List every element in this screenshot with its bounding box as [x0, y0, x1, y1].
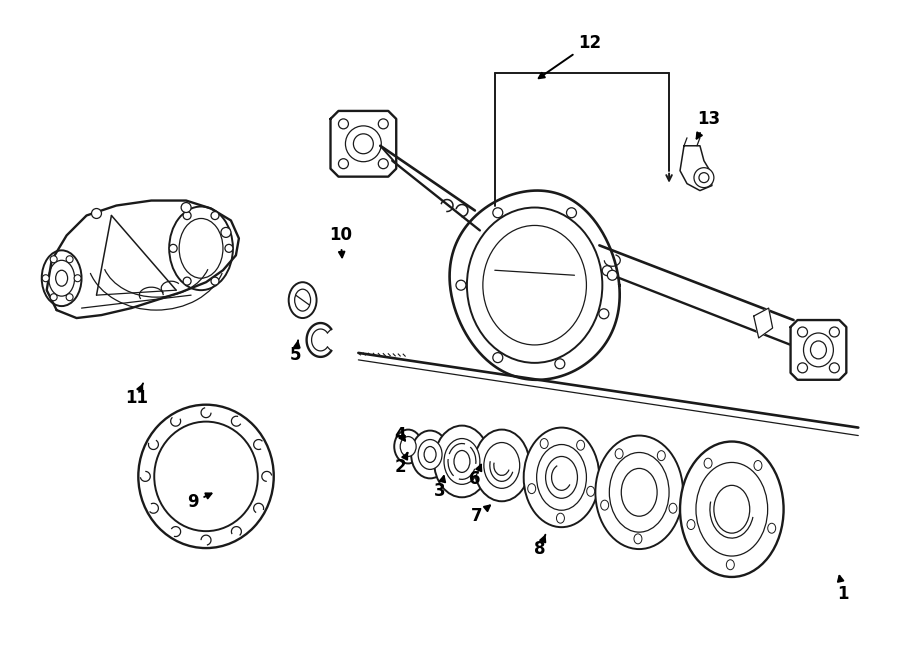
Text: 1: 1	[838, 576, 849, 603]
Ellipse shape	[657, 451, 665, 461]
Text: 5: 5	[290, 340, 302, 364]
Ellipse shape	[634, 534, 642, 544]
Circle shape	[602, 266, 612, 276]
Ellipse shape	[587, 486, 595, 496]
Ellipse shape	[768, 524, 776, 533]
Circle shape	[555, 359, 565, 369]
Ellipse shape	[444, 438, 480, 485]
Circle shape	[797, 363, 807, 373]
Circle shape	[608, 270, 617, 280]
Ellipse shape	[139, 405, 274, 548]
Ellipse shape	[704, 458, 712, 468]
Ellipse shape	[556, 513, 564, 523]
Ellipse shape	[726, 560, 734, 570]
Circle shape	[92, 208, 102, 219]
Ellipse shape	[669, 503, 677, 513]
Text: 7: 7	[471, 506, 490, 525]
Circle shape	[830, 363, 840, 373]
Circle shape	[211, 212, 219, 219]
Text: 13: 13	[697, 110, 721, 139]
Circle shape	[50, 293, 58, 301]
Text: 10: 10	[329, 227, 352, 257]
Ellipse shape	[434, 426, 490, 497]
Polygon shape	[450, 190, 620, 380]
Circle shape	[378, 119, 388, 129]
Ellipse shape	[540, 438, 548, 449]
Circle shape	[338, 119, 348, 129]
Text: 8: 8	[534, 535, 545, 558]
Circle shape	[225, 245, 233, 253]
Ellipse shape	[418, 440, 442, 469]
Circle shape	[830, 327, 840, 337]
Polygon shape	[790, 320, 846, 380]
Circle shape	[378, 159, 388, 169]
Circle shape	[50, 256, 58, 262]
Ellipse shape	[754, 461, 762, 471]
Ellipse shape	[696, 463, 768, 556]
Ellipse shape	[680, 442, 784, 577]
Circle shape	[221, 227, 231, 237]
Ellipse shape	[536, 444, 587, 510]
Ellipse shape	[474, 430, 530, 501]
Text: 11: 11	[125, 383, 148, 407]
Ellipse shape	[527, 484, 536, 494]
Polygon shape	[753, 308, 772, 338]
Ellipse shape	[687, 520, 695, 529]
Circle shape	[797, 327, 807, 337]
Circle shape	[694, 168, 714, 188]
Text: 3: 3	[434, 476, 446, 500]
Circle shape	[183, 277, 191, 285]
Circle shape	[456, 280, 466, 290]
Circle shape	[338, 159, 348, 169]
Circle shape	[493, 208, 503, 217]
Circle shape	[566, 208, 577, 217]
Ellipse shape	[411, 430, 449, 479]
Text: 12: 12	[539, 34, 601, 78]
Circle shape	[598, 309, 609, 319]
Polygon shape	[680, 146, 712, 190]
Ellipse shape	[615, 449, 623, 459]
Circle shape	[66, 256, 73, 262]
Circle shape	[66, 293, 73, 301]
Circle shape	[211, 277, 219, 285]
Ellipse shape	[424, 447, 436, 463]
Ellipse shape	[596, 436, 683, 549]
Ellipse shape	[600, 500, 608, 510]
Circle shape	[74, 275, 81, 282]
Circle shape	[169, 245, 177, 253]
Circle shape	[181, 202, 191, 212]
Ellipse shape	[484, 442, 519, 488]
Ellipse shape	[467, 208, 602, 363]
Ellipse shape	[400, 436, 416, 457]
Circle shape	[42, 275, 50, 282]
Ellipse shape	[154, 422, 257, 531]
Ellipse shape	[577, 440, 585, 450]
Circle shape	[493, 353, 503, 363]
Text: 6: 6	[469, 465, 482, 488]
Text: 2: 2	[394, 453, 408, 477]
Ellipse shape	[609, 453, 669, 532]
Circle shape	[183, 212, 191, 219]
Ellipse shape	[394, 430, 422, 463]
Ellipse shape	[454, 451, 470, 473]
Ellipse shape	[524, 428, 599, 527]
Text: 9: 9	[187, 493, 212, 511]
Ellipse shape	[714, 485, 750, 533]
Text: 4: 4	[394, 426, 406, 444]
